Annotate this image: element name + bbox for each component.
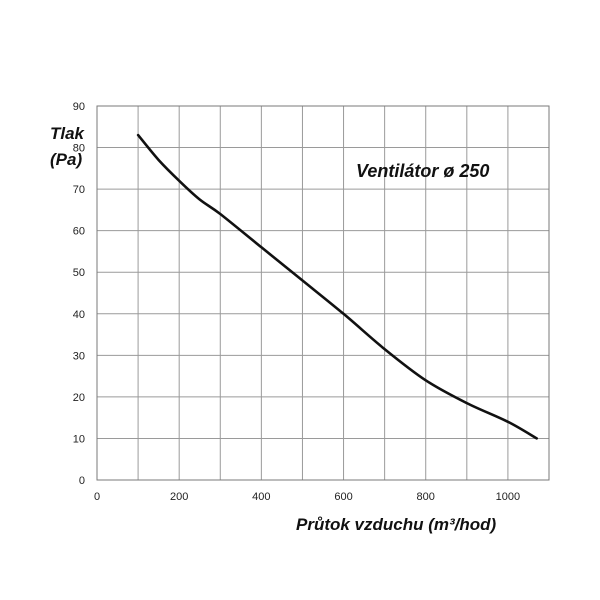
x-tick-label: 1000 [496, 491, 520, 503]
tick-labels: 0 200 400 600 800 1000 0 10 20 30 40 50 60 70 80 90 [73, 101, 520, 503]
chart-annotation: Ventilátor ø 250 [356, 161, 489, 181]
y-tick-label: 30 [73, 350, 85, 362]
x-tick-label: 800 [417, 491, 435, 503]
y-tick-label: 10 [73, 433, 85, 445]
y-axis-label-line2: (Pa) [50, 150, 82, 169]
y-tick-label: 70 [73, 184, 85, 196]
grid [97, 106, 549, 480]
x-tick-label: 400 [252, 491, 270, 503]
x-tick-label: 200 [170, 491, 188, 503]
y-axis-label-line1: Tlak [50, 124, 86, 143]
y-tick-label: 50 [73, 267, 85, 279]
y-tick-label: 0 [79, 475, 85, 487]
x-axis-label: Průtok vzduchu (m³/hod) [296, 515, 497, 534]
y-tick-label: 60 [73, 226, 85, 238]
x-tick-label: 0 [94, 491, 100, 503]
x-tick-label: 600 [334, 491, 352, 503]
y-tick-label: 80 [73, 143, 85, 155]
y-tick-label: 20 [73, 392, 85, 404]
y-tick-label: 90 [73, 101, 85, 113]
plot-frame [96, 105, 550, 481]
y-tick-label: 40 [73, 309, 85, 321]
series-line [136, 133, 538, 440]
